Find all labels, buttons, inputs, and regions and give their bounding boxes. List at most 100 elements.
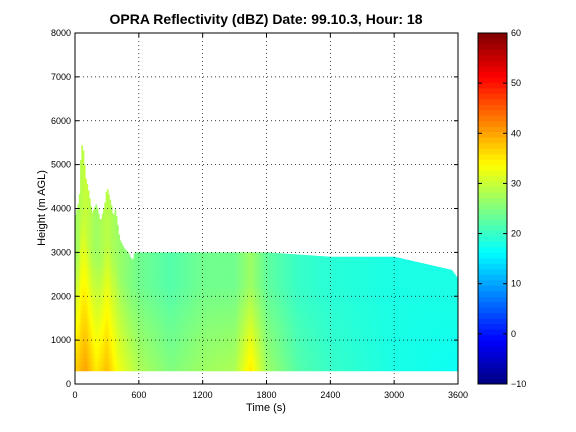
reflectivity-cell [276, 309, 279, 315]
reflectivity-cell [266, 348, 269, 354]
reflectivity-cell [285, 331, 288, 337]
reflectivity-cell [173, 335, 175, 341]
reflectivity-cell [182, 335, 184, 341]
reflectivity-cell [272, 353, 275, 359]
reflectivity-cell [133, 340, 136, 345]
reflectivity-cell [209, 331, 211, 337]
reflectivity-cell [96, 261, 99, 266]
reflectivity-cell [82, 261, 85, 266]
reflectivity-cell [229, 357, 232, 363]
reflectivity-cell [212, 309, 215, 315]
reflectivity-cell [228, 305, 230, 310]
reflectivity-cell [275, 348, 278, 354]
reflectivity-cell [112, 296, 114, 302]
reflectivity-cell [95, 331, 98, 337]
reflectivity-cell [200, 283, 202, 288]
reflectivity-cell [120, 278, 123, 284]
reflectivity-cell [272, 252, 275, 258]
reflectivity-cell [129, 366, 132, 372]
reflectivity-cell [192, 278, 195, 284]
reflectivity-cell [263, 362, 266, 367]
reflectivity-cell [221, 256, 224, 262]
reflectivity-cell [195, 335, 197, 341]
reflectivity-cell [228, 269, 230, 275]
reflectivity-cell [108, 300, 110, 306]
reflectivity-cell [90, 291, 92, 297]
reflectivity-cell [91, 252, 94, 258]
reflectivity-cell [234, 335, 237, 341]
reflectivity-cell [281, 265, 284, 271]
reflectivity-cell [281, 326, 284, 332]
reflectivity-cell [86, 344, 89, 350]
reflectivity-cell [258, 353, 261, 359]
reflectivity-cell [91, 348, 94, 354]
reflectivity-cell [237, 296, 239, 302]
reflectivity-cell [80, 362, 82, 367]
reflectivity-cell [207, 278, 210, 284]
reflectivity-cell [260, 278, 262, 284]
reflectivity-cell [237, 305, 239, 310]
reflectivity-cell [260, 313, 262, 319]
reflectivity-cell [95, 305, 98, 310]
reflectivity-cell [276, 265, 279, 271]
reflectivity-cell [85, 313, 87, 319]
reflectivity-cell [215, 283, 218, 288]
reflectivity-cell [140, 366, 142, 372]
reflectivity-cell [193, 362, 196, 367]
reflectivity-cell [169, 318, 172, 323]
reflectivity-cell [99, 230, 101, 236]
reflectivity-cell [75, 230, 77, 236]
reflectivity-cell [149, 252, 151, 258]
reflectivity-cell [283, 331, 285, 337]
reflectivity-cell [96, 230, 99, 236]
reflectivity-cell [87, 221, 90, 227]
reflectivity-cell [105, 199, 108, 205]
reflectivity-cell [152, 331, 155, 337]
reflectivity-cell [114, 261, 117, 266]
reflectivity-cell [129, 300, 132, 306]
reflectivity-cell [161, 335, 164, 341]
reflectivity-cell [95, 322, 98, 328]
reflectivity-cell [159, 261, 161, 266]
reflectivity-cell [269, 313, 271, 319]
reflectivity-cell [289, 313, 292, 319]
reflectivity-cell [170, 287, 173, 293]
reflectivity-cell [201, 300, 204, 306]
reflectivity-cell [248, 283, 251, 288]
reflectivity-cell [174, 291, 177, 297]
reflectivity-cell [92, 305, 95, 310]
reflectivity-cell [239, 274, 242, 280]
reflectivity-cell [157, 287, 160, 293]
reflectivity-cell [113, 278, 115, 284]
reflectivity-cell [174, 326, 177, 332]
reflectivity-cell [161, 274, 164, 280]
reflectivity-cell [262, 366, 265, 372]
reflectivity-cell [255, 283, 257, 288]
reflectivity-cell [201, 283, 204, 288]
reflectivity-cell [210, 265, 213, 271]
reflectivity-cell [106, 247, 109, 253]
reflectivity-cell [271, 291, 274, 297]
reflectivity-cell [235, 283, 238, 288]
reflectivity-cell [85, 331, 87, 337]
reflectivity-cell [99, 256, 101, 262]
reflectivity-cell [81, 300, 84, 306]
reflectivity-cell [77, 296, 80, 302]
reflectivity-cell [152, 362, 155, 367]
reflectivity-cell [95, 239, 98, 244]
reflectivity-cell [275, 256, 278, 262]
reflectivity-cell [81, 335, 84, 341]
reflectivity-cell [271, 252, 274, 258]
reflectivity-cell [100, 296, 103, 302]
reflectivity-cell [248, 309, 251, 315]
reflectivity-cell [246, 322, 248, 328]
reflectivity-cell [159, 353, 161, 359]
reflectivity-cell [94, 212, 96, 218]
reflectivity-cell [206, 256, 209, 262]
reflectivity-cell [154, 300, 156, 306]
reflectivity-cell [127, 256, 130, 262]
reflectivity-cell [212, 283, 215, 288]
reflectivity-cell [118, 274, 121, 280]
reflectivity-cell [105, 318, 108, 323]
